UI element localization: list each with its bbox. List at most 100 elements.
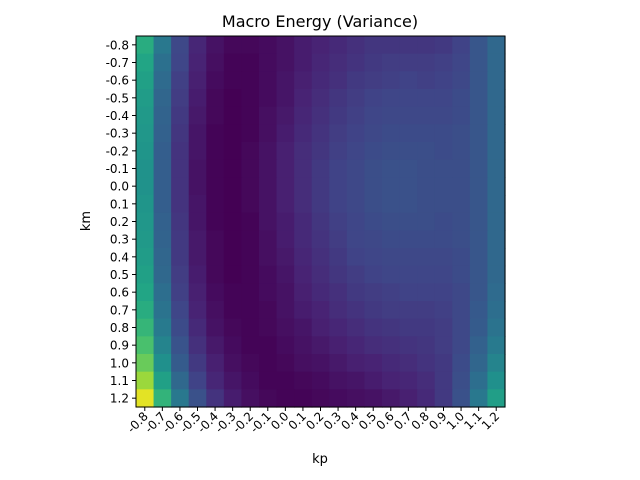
- heatmap-cell: [311, 248, 330, 267]
- heatmap-cell: [346, 301, 366, 320]
- heatmap-cell: [223, 283, 243, 302]
- heatmap-cell: [329, 301, 348, 320]
- heatmap-cell: [311, 53, 330, 72]
- heatmap-cell: [452, 230, 471, 249]
- heatmap-cell: [241, 36, 260, 55]
- heatmap-cell: [329, 106, 348, 125]
- heatmap-cell: [364, 71, 383, 90]
- heatmap-cell: [434, 177, 453, 196]
- heatmap-cell: [241, 318, 260, 337]
- heatmap-cell: [434, 106, 453, 125]
- heatmap-cell: [259, 354, 278, 373]
- heatmap-cell: [241, 336, 260, 355]
- heatmap-cell: [223, 301, 243, 320]
- heatmap-cell: [469, 371, 489, 390]
- heatmap-cell: [311, 142, 330, 161]
- heatmap-cell: [136, 371, 155, 390]
- heatmap-cell: [136, 195, 155, 214]
- heatmap-cell: [434, 53, 453, 72]
- heatmap-cell: [136, 248, 155, 267]
- heatmap-cell: [399, 71, 418, 90]
- heatmap-cell: [241, 301, 260, 320]
- heatmap-cell: [276, 142, 295, 161]
- heatmap-cell: [487, 177, 506, 196]
- heatmap-cell: [259, 124, 278, 143]
- heatmap-cell: [171, 318, 190, 337]
- heatmap-cell: [241, 230, 260, 249]
- heatmap-cell: [417, 124, 436, 143]
- heatmap-cell: [241, 89, 260, 108]
- heatmap-cell: [206, 36, 225, 55]
- heatmap-cell: [294, 159, 313, 178]
- heatmap-cell: [346, 336, 366, 355]
- heatmap-cell: [346, 248, 366, 267]
- heatmap-cell: [294, 177, 313, 196]
- heatmap-cell: [259, 177, 278, 196]
- heatmap-cell: [259, 195, 278, 214]
- heatmap-cell: [311, 212, 330, 231]
- heatmap-cell: [206, 283, 225, 302]
- heatmap-cell: [364, 124, 383, 143]
- heatmap-cell: [417, 177, 436, 196]
- heatmap-cell: [399, 36, 418, 55]
- heatmap-cell: [136, 89, 155, 108]
- heatmap-cell: [311, 265, 330, 284]
- heatmap-cell: [188, 336, 207, 355]
- heatmap-cell: [136, 283, 155, 302]
- heatmap-cell: [417, 389, 436, 408]
- heatmap-cell: [382, 354, 401, 373]
- heatmap-cell: [153, 89, 172, 108]
- heatmap-cell: [434, 371, 453, 390]
- heatmap-cell: [311, 354, 330, 373]
- heatmap-cell: [206, 336, 225, 355]
- heatmap-cell: [276, 212, 295, 231]
- heatmap-cell: [153, 371, 172, 390]
- heatmap-cell: [417, 318, 436, 337]
- heatmap-cell: [417, 159, 436, 178]
- heatmap-cell: [382, 318, 401, 337]
- heatmap-cell: [399, 212, 418, 231]
- heatmap-cell: [294, 142, 313, 161]
- heatmap-cell: [329, 71, 348, 90]
- heatmap-cell: [469, 248, 489, 267]
- heatmap-cell: [382, 336, 401, 355]
- heatmap-cell: [487, 354, 506, 373]
- heatmap-cell: [223, 371, 243, 390]
- heatmap-cell: [364, 318, 383, 337]
- heatmap-cell: [153, 177, 172, 196]
- heatmap-cell: [153, 265, 172, 284]
- heatmap-cell: [259, 142, 278, 161]
- heatmap-cell: [487, 318, 506, 337]
- heatmap-cells: [136, 36, 506, 408]
- heatmap-cell: [417, 265, 436, 284]
- heatmap-cell: [469, 230, 489, 249]
- heatmap-cell: [399, 248, 418, 267]
- heatmap-cell: [434, 142, 453, 161]
- heatmap-cell: [276, 371, 295, 390]
- heatmap-cell: [153, 195, 172, 214]
- heatmap-cell: [241, 212, 260, 231]
- heatmap-cell: [259, 336, 278, 355]
- heatmap-cell: [241, 283, 260, 302]
- heatmap-cell: [399, 195, 418, 214]
- heatmap-cell: [469, 159, 489, 178]
- heatmap-cell: [417, 301, 436, 320]
- heatmap-cell: [276, 301, 295, 320]
- heatmap-cell: [346, 389, 366, 408]
- heatmap-cell: [346, 230, 366, 249]
- heatmap-cell: [487, 71, 506, 90]
- heatmap-cell: [153, 248, 172, 267]
- heatmap-cell: [171, 159, 190, 178]
- heatmap-cell: [346, 212, 366, 231]
- heatmap-cell: [206, 195, 225, 214]
- heatmap-cell: [294, 124, 313, 143]
- heatmap-cell: [452, 371, 471, 390]
- heatmap-cell: [206, 71, 225, 90]
- heatmap-cell: [417, 36, 436, 55]
- heatmap-cell: [346, 89, 366, 108]
- y-tick-label: 0.6: [110, 286, 129, 300]
- heatmap-cell: [434, 89, 453, 108]
- heatmap-cell: [188, 354, 207, 373]
- heatmap-cell: [223, 318, 243, 337]
- heatmap-cell: [241, 371, 260, 390]
